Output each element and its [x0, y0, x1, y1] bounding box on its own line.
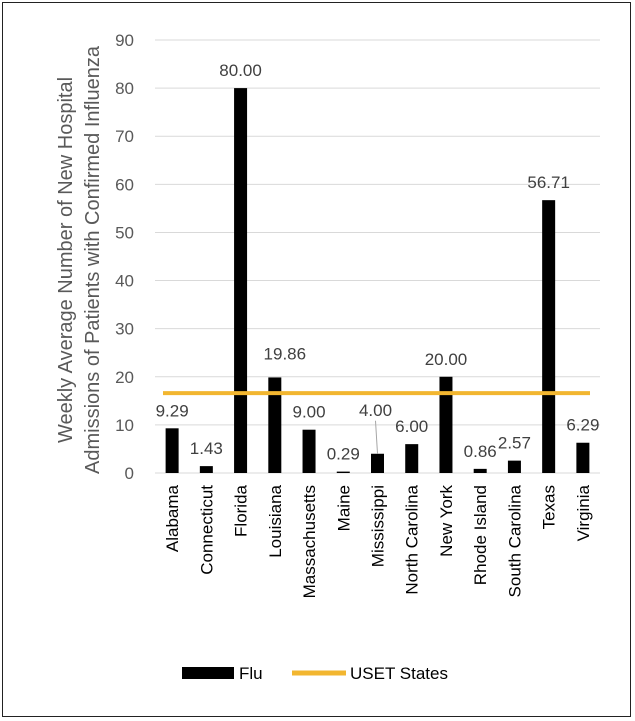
- y-tick-label: 20: [115, 368, 134, 387]
- y-axis-label-line-2: Admissions of Patients with Confirmed In…: [82, 45, 104, 474]
- bar-flu: [576, 442, 590, 473]
- legend: Flu USET States: [182, 664, 448, 683]
- data-label: 9.29: [156, 401, 189, 420]
- y-tick-label: 30: [115, 320, 134, 339]
- category-label: Mississippi: [369, 485, 388, 567]
- data-label: 6.00: [395, 417, 428, 436]
- y-axis-label-line-1: Weekly Average Number of New Hospital: [55, 77, 77, 443]
- data-label: 2.57: [498, 434, 531, 453]
- category-label: Virginia: [574, 484, 593, 541]
- data-label: 80.00: [219, 61, 262, 80]
- category-label: Massachusetts: [300, 485, 319, 598]
- bar-flu: [234, 88, 248, 473]
- data-label: 1.43: [190, 439, 223, 458]
- legend-label-uset: USET States: [350, 664, 448, 683]
- data-label: 20.00: [425, 350, 468, 369]
- category-label: Louisiana: [266, 484, 285, 557]
- bar-flu: [542, 200, 556, 473]
- data-label: 19.86: [264, 344, 307, 363]
- y-tick-label: 70: [115, 127, 134, 146]
- legend-label-flu: Flu: [239, 664, 263, 683]
- category-label: Alabama: [163, 484, 182, 552]
- bar-flu: [165, 428, 179, 473]
- y-tick-label: 0: [125, 464, 134, 483]
- category-label: Connecticut: [197, 485, 216, 575]
- category-label: Florida: [232, 484, 251, 537]
- y-tick-label: 10: [115, 416, 134, 435]
- y-tick-label: 90: [115, 31, 134, 50]
- data-label: 0.29: [327, 445, 360, 464]
- legend-swatch-flu: [182, 667, 234, 679]
- category-label: Texas: [540, 485, 559, 529]
- bar-flu: [473, 468, 487, 473]
- data-labels: 9.291.43 80.00 19.86 9.00 0.29 4.006.00 20.00 0…: [156, 61, 600, 463]
- category-label: Maine: [334, 485, 353, 531]
- data-label: 56.71: [527, 173, 570, 192]
- category-label: South Carolina: [505, 484, 524, 597]
- bar-flu: [371, 453, 384, 473]
- category-label: North Carolina: [403, 484, 422, 594]
- y-tick-label: 50: [115, 223, 134, 242]
- bars: [165, 88, 590, 473]
- y-tick-label: 60: [115, 175, 134, 194]
- data-label-leader: [375, 420, 378, 454]
- x-axis-categories: Alabama Connecticut Florida Louisiana Massac…: [163, 484, 593, 598]
- data-label: 6.29: [566, 416, 599, 435]
- category-label: New York: [437, 485, 456, 557]
- bar-flu: [405, 444, 419, 473]
- bar-flu: [507, 460, 521, 473]
- data-label: 4.00: [359, 401, 392, 420]
- bar-flu: [439, 376, 453, 473]
- y-axis-ticks: 0 10 20 30 40 50 60 70 80 90: [115, 31, 134, 483]
- y-tick-label: 80: [115, 79, 134, 98]
- data-label: 9.00: [292, 403, 325, 422]
- y-tick-label: 40: [115, 272, 134, 291]
- bar-flu: [199, 466, 213, 473]
- bar-flu: [302, 429, 316, 473]
- data-label: 0.86: [464, 442, 497, 461]
- category-label: Rhode Island: [471, 485, 490, 585]
- bar-flu: [336, 471, 350, 473]
- bar-flu: [268, 377, 282, 473]
- gridlines: [155, 39, 600, 474]
